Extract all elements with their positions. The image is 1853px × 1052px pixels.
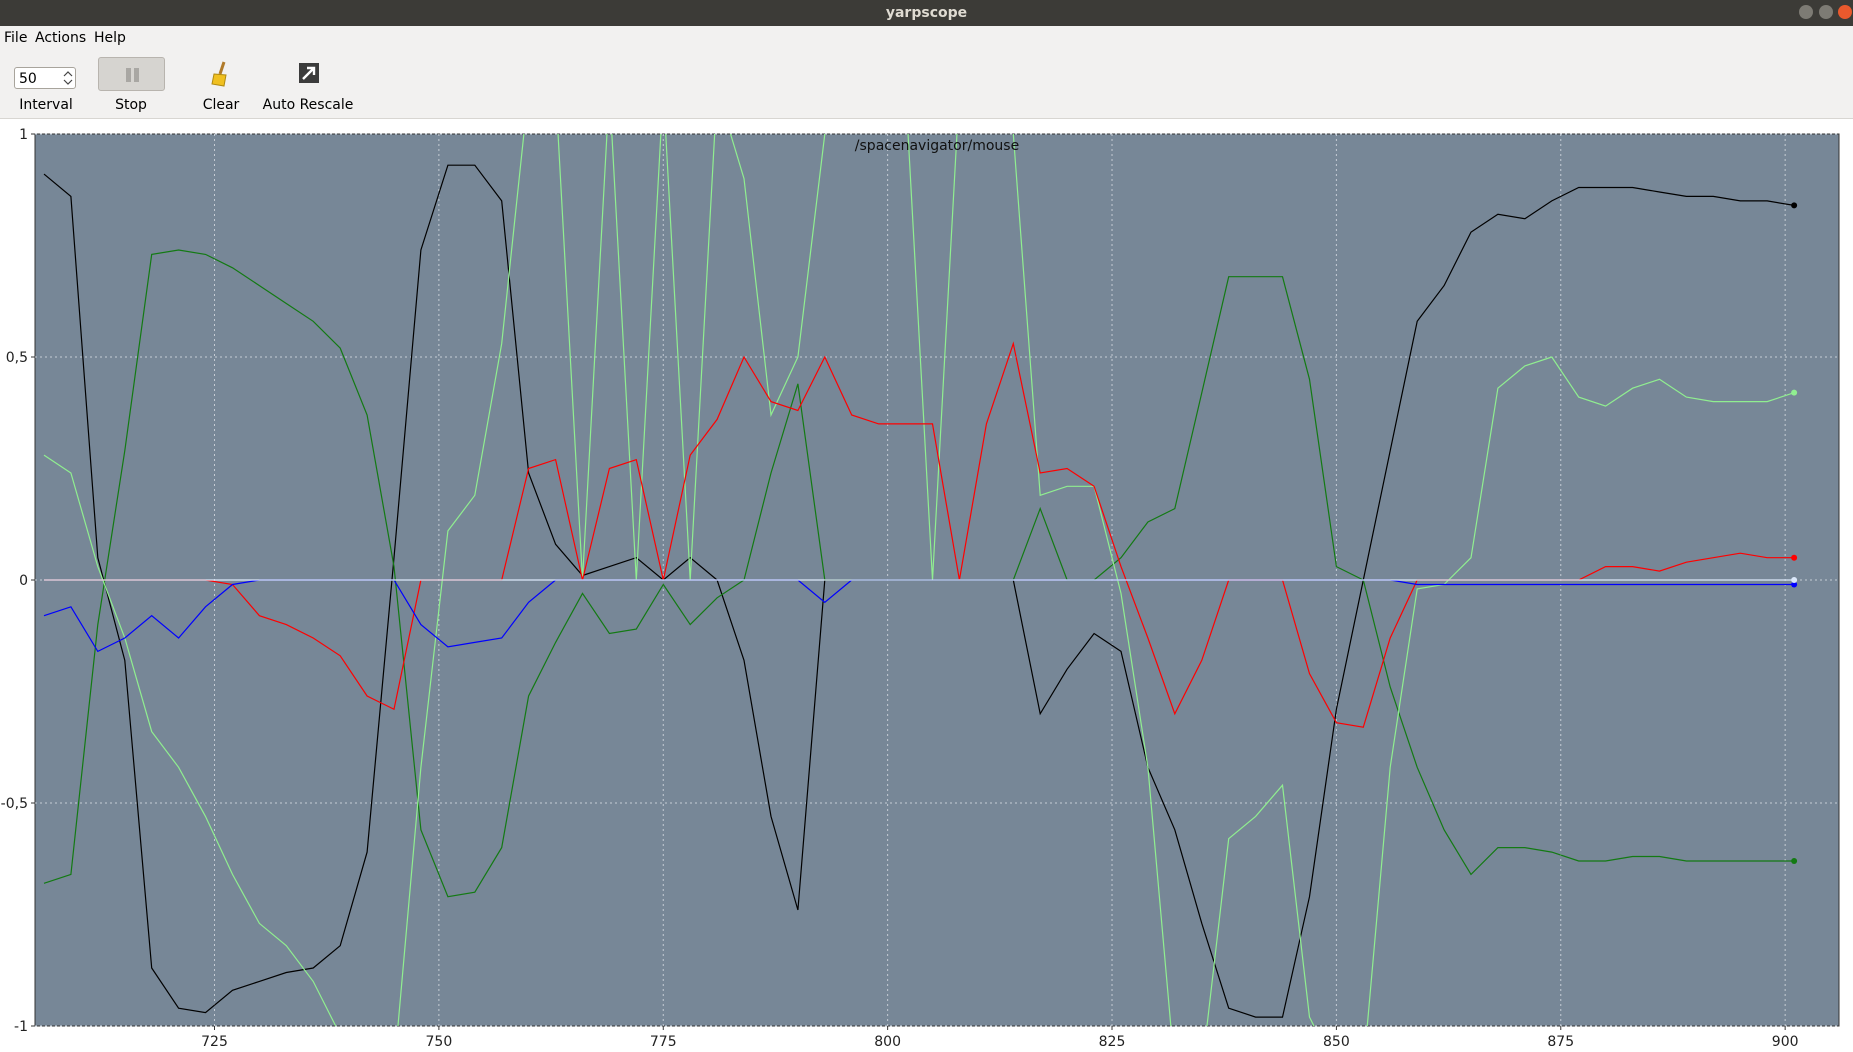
series-end-marker <box>1791 202 1798 209</box>
series-end-marker <box>1791 554 1798 561</box>
window-title: yarpscope <box>885 5 968 21</box>
y-tick-label: -0,5 <box>1 796 28 812</box>
chart: -1 -0,5 0 0,5 1 725 750 775 800 825 850 875 900/spac… <box>1 127 1840 1050</box>
menu-item[interactable]: Actions <box>35 30 87 46</box>
x-tick-label: 900 <box>1772 1034 1799 1050</box>
series-end-marker <box>1791 857 1798 864</box>
plot-lines <box>43 134 1798 1026</box>
y-tick-label: 0 <box>19 573 28 589</box>
window-controls <box>1799 5 1852 19</box>
auto-rescale-label[interactable]: Auto Rescale <box>262 97 354 113</box>
stop-icon <box>126 68 139 82</box>
minimize-button[interactable] <box>1799 5 1813 19</box>
title-bar: yarpscope <box>0 0 1853 26</box>
series-end-marker <box>1791 389 1798 396</box>
chart-title: /spacenavigator/mouse <box>855 138 1019 154</box>
x-tick-label: 850 <box>1323 1034 1350 1050</box>
close-button[interactable] <box>1838 5 1852 19</box>
menu-bar: File Actions Help <box>0 26 1853 50</box>
y-tick-label: 1 <box>19 127 28 143</box>
y-tick-label: -1 <box>14 1019 28 1035</box>
series-line <box>43 134 1795 1026</box>
y-tick-label: 0,5 <box>6 350 28 366</box>
toolbar: 50 Interval Stop Clear Auto Rescale <box>0 50 1853 119</box>
x-tick-label: 825 <box>1099 1034 1126 1050</box>
spin-arrows[interactable] <box>63 70 73 86</box>
interval-value: 50 <box>19 71 37 87</box>
x-tick-label: 775 <box>650 1034 677 1050</box>
clear-label[interactable]: Clear <box>202 97 240 113</box>
menu-item[interactable]: Help <box>94 30 126 46</box>
stop-button[interactable] <box>98 57 165 91</box>
series-end-marker <box>1791 577 1798 583</box>
maximize-button[interactable] <box>1819 5 1833 19</box>
x-tick-label: 800 <box>874 1034 901 1050</box>
stop-label[interactable]: Stop <box>115 97 147 113</box>
clear-icon[interactable] <box>208 60 234 90</box>
menu-item[interactable]: File <box>4 30 28 46</box>
interval-spinbox[interactable]: 50 <box>14 67 76 89</box>
x-tick-label: 875 <box>1547 1034 1574 1050</box>
interval-label: Interval <box>19 97 73 113</box>
auto-rescale-icon[interactable] <box>297 61 321 85</box>
x-tick-label: 750 <box>426 1034 453 1050</box>
series-end-marker <box>1791 581 1798 588</box>
x-tick-label: 725 <box>201 1034 228 1050</box>
